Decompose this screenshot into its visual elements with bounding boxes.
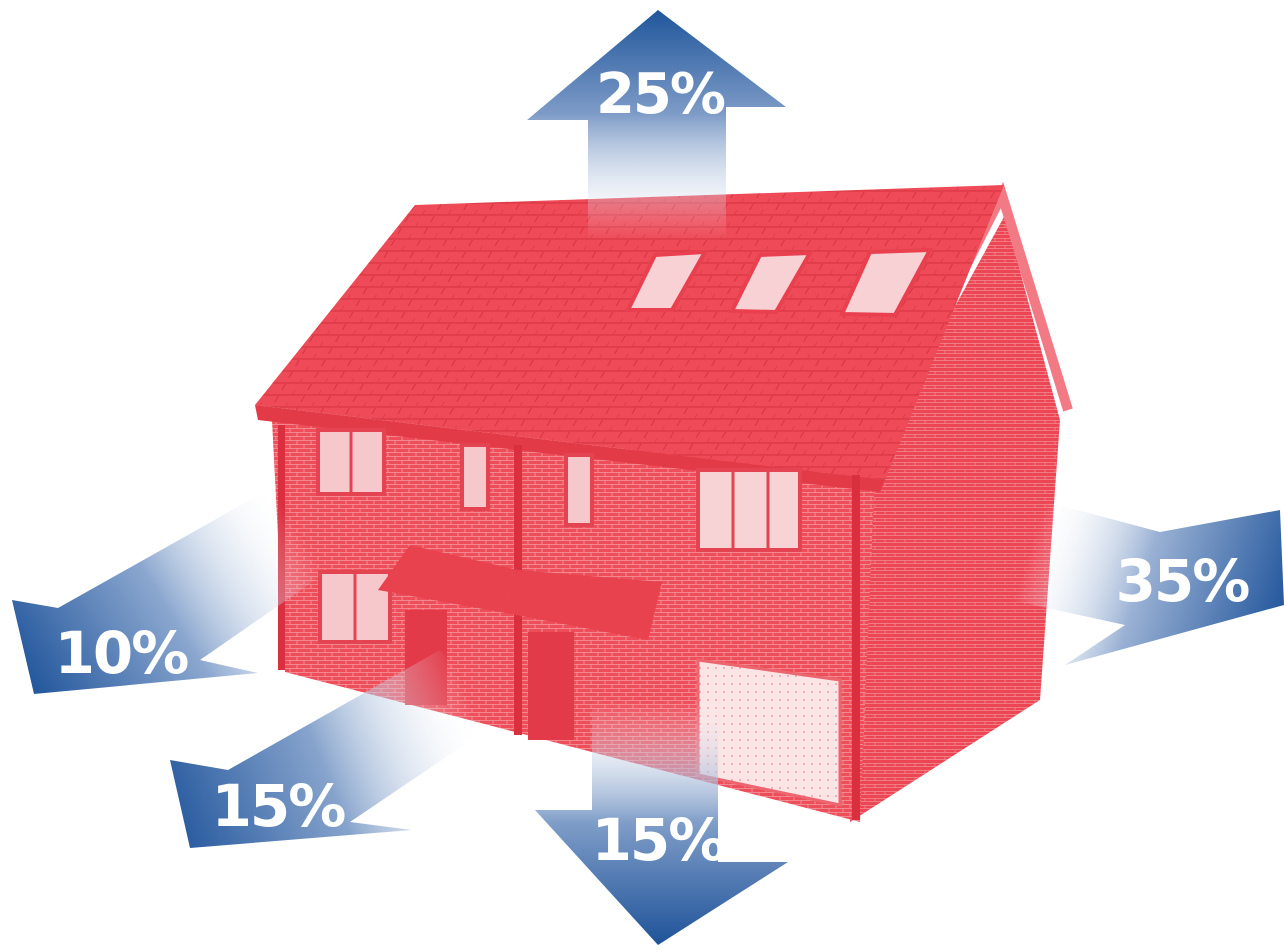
arrow-up-shape [527, 10, 786, 240]
window [564, 453, 594, 527]
porch-canopy [378, 545, 518, 612]
heat-loss-arrow-windows: 10% [12, 486, 330, 694]
heat-loss-arrow-floor: 15% [535, 700, 788, 945]
floor-percent-label: 15% [592, 806, 726, 874]
arrow-left-shape [12, 486, 330, 694]
window [696, 468, 802, 552]
arrow-down-shape [535, 700, 788, 945]
house-side-wall [850, 215, 1060, 822]
arrow-left-low-shape [170, 650, 498, 848]
window [460, 443, 490, 511]
windows-percent-label: 10% [55, 619, 189, 687]
house-illustration [255, 181, 1073, 822]
roof-percent-label: 25% [596, 62, 725, 127]
roof-window [624, 249, 709, 312]
heat-loss-arrow-roof: 25% [527, 10, 786, 240]
downpipe [852, 475, 860, 820]
arrow-right-shape [1010, 500, 1284, 665]
porch-canopy [500, 570, 662, 640]
heat-loss-arrow-walls: 35% [1010, 500, 1284, 665]
roof-window [838, 247, 934, 318]
heat-loss-arrow-drafts: 15% [170, 650, 498, 848]
drafts-percent-label: 15% [212, 772, 346, 840]
walls-percent-label: 35% [1116, 547, 1250, 615]
house-roof [255, 185, 1004, 480]
front-door [528, 632, 574, 740]
roof-window [728, 250, 814, 315]
